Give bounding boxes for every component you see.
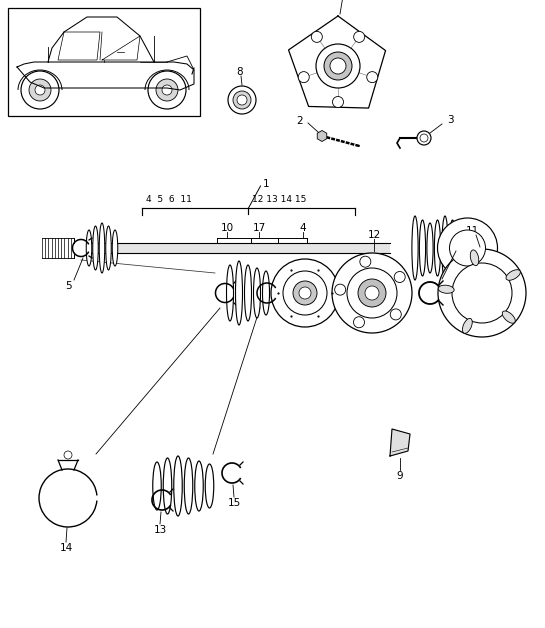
Ellipse shape	[502, 311, 515, 323]
Circle shape	[311, 31, 322, 42]
Text: 4: 4	[300, 223, 306, 233]
Text: 3: 3	[447, 115, 453, 125]
Circle shape	[21, 71, 59, 109]
Ellipse shape	[245, 265, 251, 321]
Ellipse shape	[205, 464, 214, 508]
Text: 1: 1	[263, 179, 269, 189]
Ellipse shape	[99, 223, 105, 273]
Bar	[92, 243, 390, 253]
Polygon shape	[390, 429, 410, 456]
Circle shape	[233, 91, 251, 109]
Text: 15: 15	[227, 498, 241, 508]
Circle shape	[354, 317, 365, 328]
Text: 12: 12	[367, 230, 380, 240]
Text: 13: 13	[153, 525, 167, 535]
Circle shape	[29, 79, 51, 101]
Circle shape	[298, 72, 309, 83]
Circle shape	[162, 85, 172, 95]
Text: 2: 2	[296, 116, 304, 126]
Ellipse shape	[227, 265, 233, 321]
Circle shape	[330, 58, 346, 74]
Circle shape	[316, 44, 360, 88]
Circle shape	[394, 271, 405, 283]
Polygon shape	[288, 16, 385, 108]
Ellipse shape	[457, 223, 463, 273]
Ellipse shape	[153, 462, 161, 510]
Text: 9: 9	[397, 471, 403, 481]
Circle shape	[390, 309, 401, 320]
Ellipse shape	[164, 458, 172, 514]
Circle shape	[358, 279, 386, 307]
Circle shape	[64, 451, 72, 459]
Ellipse shape	[412, 216, 418, 280]
Text: 11: 11	[465, 226, 479, 236]
Ellipse shape	[434, 220, 440, 276]
Ellipse shape	[450, 220, 456, 276]
Circle shape	[324, 52, 352, 80]
Bar	[8, 8, 200, 116]
Ellipse shape	[174, 456, 182, 516]
Circle shape	[417, 131, 431, 145]
Ellipse shape	[86, 230, 92, 266]
Text: 10: 10	[220, 223, 234, 233]
Text: 12 13 14 15: 12 13 14 15	[252, 195, 307, 204]
Ellipse shape	[195, 461, 203, 511]
Circle shape	[332, 97, 343, 107]
Circle shape	[283, 271, 327, 315]
Ellipse shape	[470, 250, 479, 266]
Ellipse shape	[112, 230, 118, 266]
Circle shape	[299, 287, 311, 299]
Circle shape	[354, 31, 365, 42]
Ellipse shape	[506, 269, 520, 280]
Text: 8: 8	[237, 67, 243, 77]
Circle shape	[365, 286, 379, 300]
Circle shape	[367, 72, 378, 83]
Text: 17: 17	[252, 223, 266, 233]
Circle shape	[148, 71, 186, 109]
Circle shape	[452, 263, 512, 323]
Text: 6: 6	[459, 243, 465, 253]
Ellipse shape	[235, 261, 243, 325]
Circle shape	[347, 268, 397, 318]
Text: 5: 5	[66, 281, 72, 291]
Ellipse shape	[438, 285, 454, 293]
Circle shape	[271, 259, 339, 327]
Circle shape	[156, 79, 178, 101]
Circle shape	[335, 284, 346, 295]
Circle shape	[438, 249, 526, 337]
Ellipse shape	[253, 268, 261, 318]
Ellipse shape	[463, 318, 473, 333]
Circle shape	[237, 95, 247, 105]
Circle shape	[293, 281, 317, 305]
Ellipse shape	[420, 220, 426, 276]
Circle shape	[228, 86, 256, 114]
Circle shape	[360, 256, 371, 267]
Text: 4  5  6  11: 4 5 6 11	[146, 195, 192, 204]
Circle shape	[438, 218, 498, 278]
Circle shape	[420, 134, 428, 142]
Ellipse shape	[184, 458, 193, 514]
Text: 14: 14	[59, 543, 72, 553]
Circle shape	[332, 253, 412, 333]
Ellipse shape	[263, 271, 269, 315]
Ellipse shape	[427, 223, 433, 273]
Circle shape	[450, 230, 486, 266]
Ellipse shape	[442, 216, 448, 280]
Ellipse shape	[93, 226, 98, 270]
Ellipse shape	[106, 226, 111, 270]
Circle shape	[35, 85, 45, 95]
